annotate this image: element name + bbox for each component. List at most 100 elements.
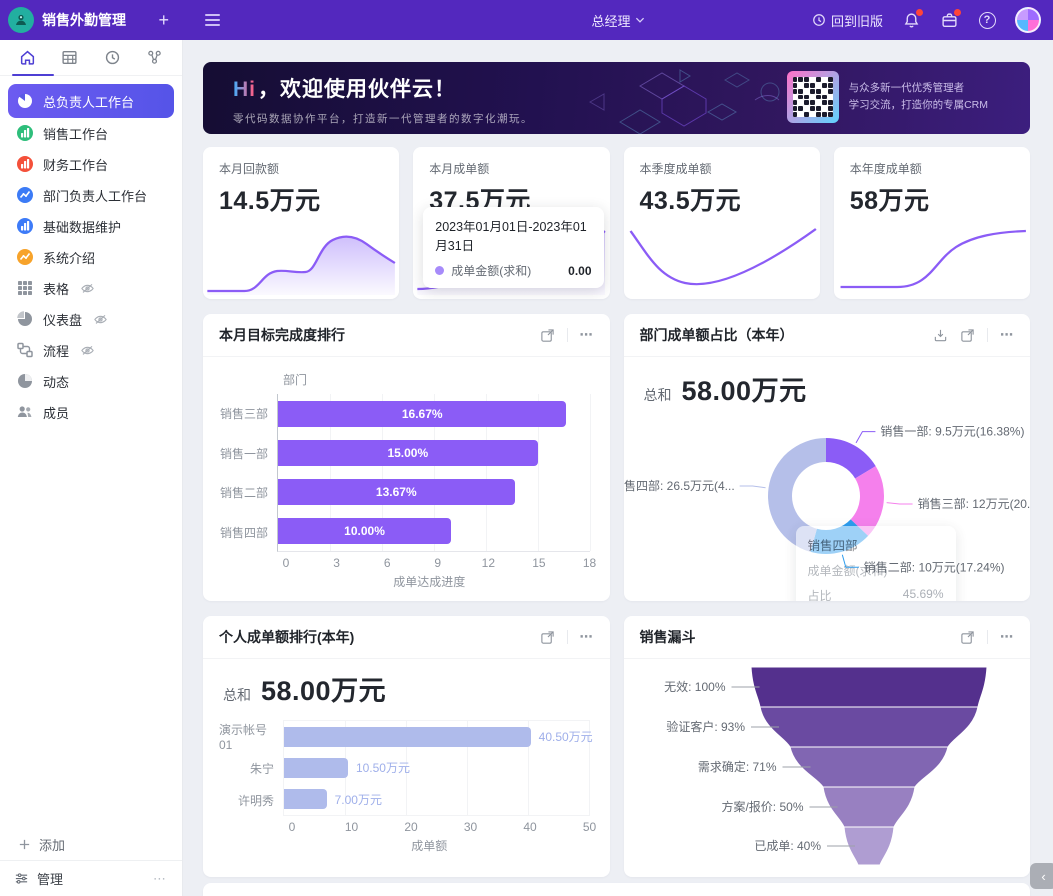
sidebar-item[interactable]: 系统介绍 xyxy=(8,242,174,272)
gauge-icon xyxy=(16,310,34,328)
expand-icon[interactable] xyxy=(960,630,975,645)
donut-chart: 销售四部 成单金额(求和) 占比 45.69% 销售一部: 9.5万元(16.38%… xyxy=(624,408,1030,601)
donut-slice-销售四部[interactable] xyxy=(767,438,826,552)
line-chart-icon xyxy=(16,186,34,204)
banner-decoration xyxy=(588,69,780,134)
funnel-chart: 无效: 100% 验证客户: 93% 需求确定: 71% 方案/报价: 50% 已成单:… xyxy=(624,659,1031,877)
banner-title: Hi，欢迎使用伙伴云！ xyxy=(233,78,456,101)
pie-chart-icon xyxy=(16,92,34,110)
sidebar-item[interactable]: 表格 xyxy=(8,273,174,303)
expand-icon[interactable] xyxy=(540,328,555,343)
tab-tables[interactable] xyxy=(53,43,87,73)
sidebar-item[interactable]: 部门负责人工作台 xyxy=(8,180,174,210)
sliders-icon xyxy=(15,873,28,884)
bar[interactable]: 13.67% xyxy=(278,479,515,506)
card-title: 部门成单额占比（本年） xyxy=(639,327,794,343)
stat-label: 本年度成单额 xyxy=(849,162,922,176)
sidebar-item[interactable]: 财务工作台 xyxy=(8,149,174,179)
bar[interactable] xyxy=(284,726,531,747)
category-label: 许明秀 xyxy=(237,793,274,808)
funnel-stage-1[interactable] xyxy=(749,666,988,708)
charts-row-2: 个人成单额排行(本年) ⋯ 总和 58.00万元 演示帐号01 朱宁 许明秀 40.… xyxy=(203,616,1030,877)
stat-label: 本月成单额 xyxy=(429,162,490,176)
tooltip-row: 成单金额(求和) xyxy=(807,564,888,578)
more-icon[interactable]: ⋯ xyxy=(1000,327,1014,342)
sidebar-manage-button[interactable]: 管理 ⋯ xyxy=(0,860,182,896)
stat-value: 58万元 xyxy=(849,187,930,215)
stat-cards-row: 本月回款额 14.5万元 本月成单额 37.5万元 2023年01月01日-20… xyxy=(203,147,1030,299)
total-value: 58.00万元 xyxy=(261,676,387,706)
stat-card-year-deals[interactable]: 本年度成单额 58万元 xyxy=(833,147,1030,299)
sidebar-item[interactable]: 基础数据维护 xyxy=(8,211,174,241)
stat-card-quarter-deals[interactable]: 本季度成单额 43.5万元 xyxy=(623,147,820,299)
bar[interactable]: 16.67% xyxy=(278,400,567,427)
sidebar-add-button[interactable]: 添加 xyxy=(0,829,182,860)
eye-off-icon[interactable] xyxy=(93,312,108,327)
tab-recent[interactable] xyxy=(95,43,129,73)
donut-slice-销售三部[interactable] xyxy=(850,466,884,536)
add-app-button[interactable]: + xyxy=(158,9,169,30)
x-tick-label: 30 xyxy=(463,820,478,834)
x-tick-label: 0 xyxy=(282,556,290,570)
x-axis-title: 成单额 xyxy=(411,839,448,853)
charts-row-1: 本月目标完成度排行 ⋯ 部门 销售三部 销售一部 销售二部 销售四部 16.67% 15… xyxy=(203,314,1030,601)
workspace-inbox-icon[interactable] xyxy=(939,9,961,30)
funnel-stage-2[interactable] xyxy=(758,706,979,748)
gridline xyxy=(485,394,487,551)
bar[interactable] xyxy=(284,757,348,778)
bar-value-label: 15.00% xyxy=(387,445,429,460)
stat-card-monthly-collection[interactable]: 本月回款额 14.5万元 xyxy=(203,147,400,299)
line-chart-icon xyxy=(16,248,34,266)
bar[interactable]: 10.00% xyxy=(278,518,452,545)
help-icon[interactable]: ? xyxy=(977,10,997,30)
expand-icon[interactable] xyxy=(960,328,975,343)
user-avatar[interactable] xyxy=(1015,7,1041,33)
main-content: Hi，欢迎使用伙伴云！ 零代码数据协作平台，打造新一代管理者的数字化潮玩。 与众… xyxy=(183,40,1053,896)
donut-slice-销售一部[interactable] xyxy=(825,438,876,479)
bar-row: 40.50万元 xyxy=(284,721,593,752)
navbar-actions: 回到旧版 ? xyxy=(812,7,1053,33)
x-tick-label: 9 xyxy=(434,556,442,570)
banner-subtitle: 零代码数据协作平台，打造新一代管理者的数字化潮玩。 xyxy=(233,113,533,125)
collapse-panel-button[interactable]: ‹ xyxy=(1030,863,1053,889)
sidebar-add-label: 添加 xyxy=(39,838,66,853)
sidebar-item[interactable]: 仪表盘 xyxy=(8,304,174,334)
eye-off-icon[interactable] xyxy=(80,343,95,358)
tooltip-series-value: 0.00 xyxy=(568,263,592,278)
sidebar-item[interactable]: 总负责人工作台 xyxy=(8,84,174,118)
sidebar-item[interactable]: 动态 xyxy=(8,366,174,396)
bar-value-label: 10.50万元 xyxy=(355,761,410,776)
notifications-bell-icon[interactable] xyxy=(901,9,923,30)
more-icon[interactable]: ⋯ xyxy=(579,629,594,644)
export-icon[interactable] xyxy=(933,328,948,343)
bar-value-label: 10.00% xyxy=(344,524,385,539)
role-selector[interactable]: 总经理 xyxy=(591,11,645,30)
bar[interactable]: 15.00% xyxy=(278,439,538,466)
sidebar-item-label: 流程 xyxy=(43,343,70,359)
app-logo[interactable] xyxy=(8,7,34,33)
app-title: 销售外勤管理 xyxy=(42,12,126,28)
tab-workflow[interactable] xyxy=(138,43,172,73)
x-axis-ticks: 0 3 6 9 12 15 18 xyxy=(282,552,597,572)
eye-off-icon[interactable] xyxy=(80,281,95,296)
funnel-stage-3[interactable] xyxy=(788,746,949,788)
bar[interactable] xyxy=(284,789,327,810)
more-icon[interactable]: ⋯ xyxy=(1000,629,1014,644)
funnel-stage-5[interactable] xyxy=(842,826,895,866)
tab-home[interactable] xyxy=(10,43,44,73)
menu-toggle-button[interactable] xyxy=(205,14,220,26)
series-dot xyxy=(435,266,445,275)
sidebar-item[interactable]: 销售工作台 xyxy=(8,118,174,148)
back-to-old-version-button[interactable]: 回到旧版 xyxy=(812,11,883,30)
sidebar-item-label: 系统介绍 xyxy=(43,250,96,266)
sidebar-menu: 总负责人工作台 销售工作台 财务工作台 部门负责人工作台 基础数据维护系统介绍表格 仪表盘… xyxy=(0,76,182,829)
expand-icon[interactable] xyxy=(540,630,555,645)
bar-row: 7.00万元 xyxy=(284,784,589,815)
stat-card-monthly-deals[interactable]: 本月成单额 37.5万元 2023年01月01日-2023年01月31日 成单金… xyxy=(413,147,610,299)
x-tick-label: 0 xyxy=(288,820,296,834)
x-tick-label: 40 xyxy=(523,820,537,834)
sidebar-manage-more-icon[interactable]: ⋯ xyxy=(153,870,168,886)
more-icon[interactable]: ⋯ xyxy=(579,327,594,342)
sidebar-item[interactable]: 成员 xyxy=(8,397,174,427)
sidebar-item[interactable]: 流程 xyxy=(8,335,174,365)
